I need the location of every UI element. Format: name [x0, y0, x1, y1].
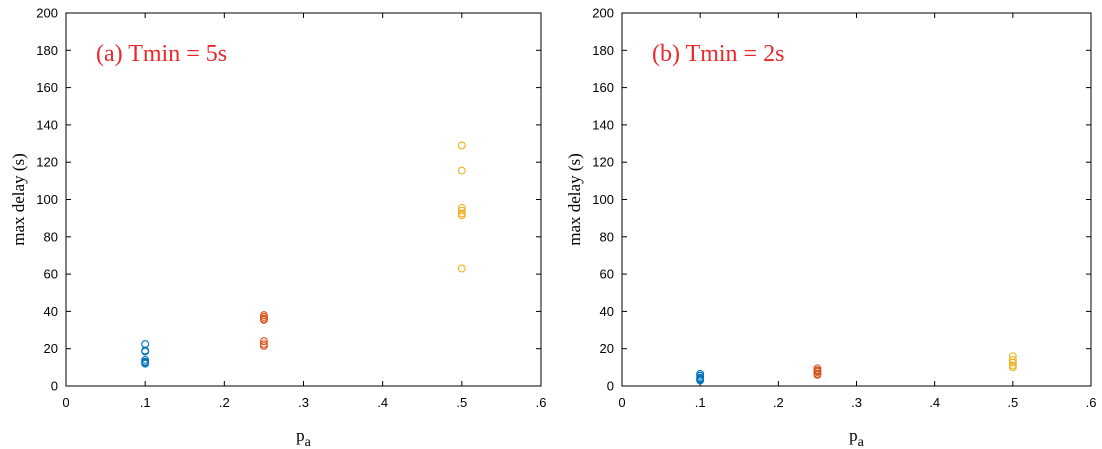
data-point — [141, 347, 150, 356]
x-tick-label: .6 — [1086, 395, 1097, 410]
y-tick-label: 160 — [36, 80, 58, 95]
x-tick-label: .1 — [140, 395, 151, 410]
y-tick-label: 60 — [600, 267, 614, 282]
x-axis-label: pa — [849, 426, 865, 449]
x-tick-label: 0 — [62, 395, 69, 410]
series-0 — [696, 369, 705, 385]
x-tick-label: .5 — [1007, 395, 1018, 410]
y-tick-label: 100 — [592, 192, 614, 207]
series-2 — [1008, 352, 1017, 372]
y-tick-label: 120 — [36, 155, 58, 170]
x-tick-label: 0 — [618, 395, 625, 410]
y-axis-label: max delay (s) — [565, 153, 584, 246]
chart-panel-a: 0 20 40 60 80 100 120 140 160 180 200 0 .1 .2 .3 .4 .5 .6… — [9, 6, 546, 449]
data-point — [457, 203, 466, 212]
x-tick-label: .6 — [536, 395, 547, 410]
data-point — [457, 141, 466, 150]
y-tick-label: 0 — [51, 379, 58, 394]
data-point — [457, 211, 466, 220]
data-point — [141, 359, 150, 368]
y-tick-label: 60 — [44, 267, 58, 282]
x-tick-label: .4 — [377, 395, 388, 410]
data-point — [457, 264, 466, 273]
y-tick-label: 140 — [592, 117, 614, 132]
x-axis-label-main: p — [296, 426, 305, 445]
data-point — [1008, 363, 1017, 372]
y-tick-label: 180 — [36, 43, 58, 58]
data-point — [813, 370, 822, 379]
y-tick-label: 160 — [592, 80, 614, 95]
chart-panel-b: 0 20 40 60 80 100 120 140 160 180 200 0 .1 .2 .3 .4 .5 .6… — [565, 6, 1096, 449]
y-tick-label: 200 — [36, 6, 58, 21]
y-tick-label: 140 — [36, 117, 58, 132]
data-point — [141, 340, 150, 348]
data-point — [259, 315, 268, 324]
x-tick-label: .4 — [929, 395, 940, 410]
plot-frame — [621, 12, 1092, 387]
x-tick-label: .2 — [773, 395, 784, 410]
y-tick-label: 180 — [592, 43, 614, 58]
x-tick-label: .3 — [298, 395, 309, 410]
series-2 — [457, 141, 466, 273]
y-tick-label: 40 — [44, 304, 58, 319]
y-tick-label: 40 — [600, 304, 614, 319]
series-1 — [259, 311, 268, 350]
series-1 — [813, 364, 822, 379]
data-point — [259, 337, 268, 346]
x-axis-label-subscript: a — [305, 435, 312, 449]
y-tick-label: 80 — [44, 229, 58, 244]
data-point — [259, 341, 268, 350]
x-tick-label: .2 — [219, 395, 230, 410]
y-tick-label: 200 — [592, 6, 614, 21]
x-tick-label: .5 — [456, 395, 467, 410]
data-point — [457, 206, 466, 215]
x-axis-label-main: p — [849, 426, 858, 445]
data-point — [696, 376, 705, 385]
y-tick-label: 100 — [36, 192, 58, 207]
series-0 — [141, 340, 150, 368]
x-axis-label: pa — [296, 426, 312, 449]
y-axis-label: max delay (s) — [9, 153, 28, 246]
y-tick-label: 20 — [600, 341, 614, 356]
y-tick-label: 0 — [607, 379, 614, 394]
data-point — [457, 166, 466, 175]
x-axis-label-subscript: a — [858, 435, 865, 449]
panel-title: (a) Tmin = 5s — [96, 41, 227, 67]
plot-frame — [65, 12, 542, 387]
data-point — [1008, 358, 1017, 367]
data-point — [1008, 355, 1017, 364]
y-tick-label: 120 — [592, 155, 614, 170]
x-tick-label: .1 — [695, 395, 706, 410]
x-tick-label: .3 — [851, 395, 862, 410]
y-tick-label: 20 — [44, 341, 58, 356]
panel-title: (b) Tmin = 2s — [652, 41, 784, 67]
y-tick-label: 80 — [600, 229, 614, 244]
